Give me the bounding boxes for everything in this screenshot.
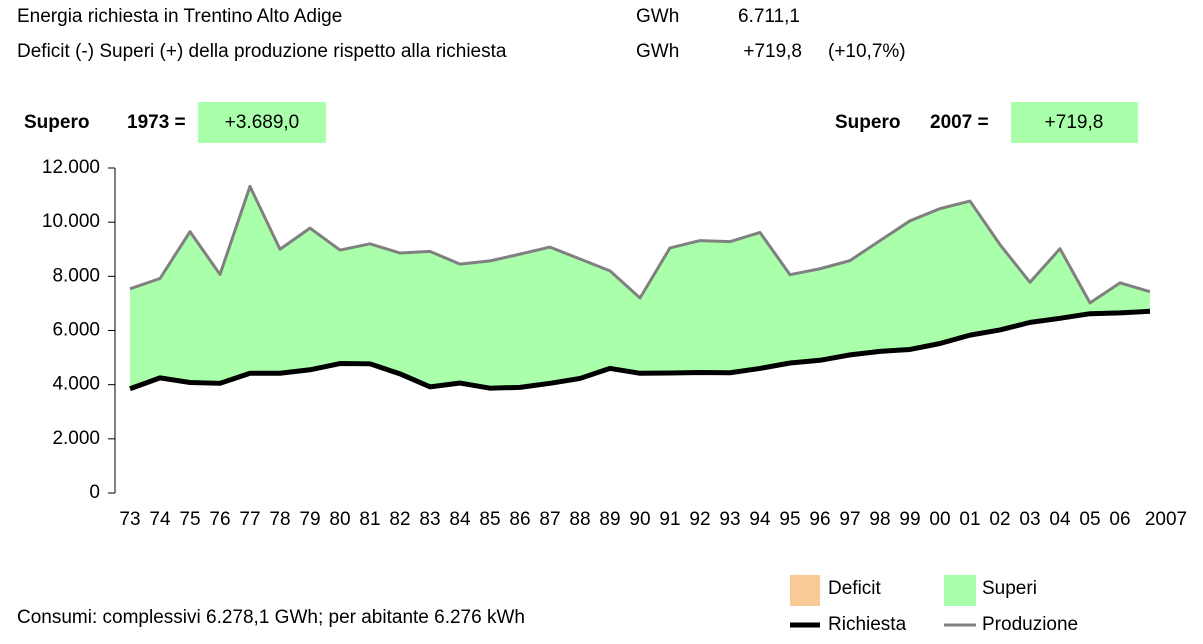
x-tick-label: 05	[1079, 509, 1100, 530]
x-tick-label: 80	[329, 509, 350, 530]
x-tick-label: 94	[749, 509, 771, 530]
annotation-box	[1011, 102, 1138, 143]
x-tick-label: 95	[779, 509, 800, 530]
header-percent: (+10,7%)	[828, 41, 906, 62]
y-tick-label: 12.000	[42, 157, 100, 178]
y-tick-label: 10.000	[42, 211, 100, 232]
legend-label: Deficit	[828, 578, 882, 599]
x-tick-label: 00	[929, 509, 950, 530]
x-tick-label: 89	[599, 509, 620, 530]
x-tick-label: 01	[959, 509, 980, 530]
x-tick-label: 74	[149, 509, 171, 530]
legend-swatch	[944, 575, 976, 606]
x-tick-label: 75	[179, 509, 200, 530]
annotation-label: Supero	[835, 112, 900, 133]
header-value: +719,8	[743, 41, 802, 62]
x-tick-label: 81	[359, 509, 380, 530]
x-tick-label: 98	[869, 509, 890, 530]
x-tick-label: 83	[419, 509, 440, 530]
x-tick-label: 06	[1109, 509, 1130, 530]
x-tick-label: 78	[269, 509, 290, 530]
legend-label: Produzione	[982, 614, 1078, 635]
y-tick-label: 0	[89, 482, 100, 503]
x-tick-label: 76	[209, 509, 230, 530]
annotation-year: 1973 =	[127, 112, 186, 133]
series-line	[129, 308, 1151, 392]
x-tick-label: 04	[1049, 509, 1071, 530]
header-label: Energia richiesta in Trentino Alto Adige	[17, 6, 342, 27]
header-unit: GWh	[636, 6, 679, 27]
series-line	[129, 184, 1151, 305]
x-tick-label: 97	[839, 509, 860, 530]
annotation-value: +3.689,0	[225, 112, 300, 133]
x-tick-label: 77	[239, 509, 260, 530]
x-tick-label: 82	[389, 509, 410, 530]
y-tick-label: 8.000	[52, 265, 100, 286]
x-tick-label: 86	[509, 509, 530, 530]
x-tick-label: 96	[809, 509, 830, 530]
surplus-area	[130, 186, 1150, 389]
x-tick-label: 99	[899, 509, 920, 530]
annotation-value: +719,8	[1045, 112, 1104, 133]
legend-label: Superi	[982, 578, 1037, 599]
x-tick-label: 84	[449, 509, 471, 530]
legend-label: Richiesta	[828, 614, 907, 635]
x-tick-label: 85	[479, 509, 500, 530]
y-tick-label: 6.000	[52, 320, 100, 341]
x-tick-label: 90	[629, 509, 650, 530]
x-tick-label: 92	[689, 509, 710, 530]
x-tick-label: 87	[539, 509, 560, 530]
annotation-box	[198, 102, 326, 143]
x-tick-label: 91	[659, 509, 680, 530]
header-value: 6.711,1	[738, 6, 800, 27]
footer: Consumi: complessivi 6.278,1 GWh; per ab…	[17, 607, 525, 628]
x-tick-label: 88	[569, 509, 590, 530]
header-unit: GWh	[636, 41, 679, 62]
x-tick-label: 93	[719, 509, 740, 530]
y-tick-label: 4.000	[52, 374, 100, 395]
legend-swatch	[790, 575, 820, 606]
annotation-label: Supero	[24, 112, 89, 133]
header-label: Deficit (-) Superi (+) della produzione …	[17, 41, 507, 62]
x-tick-label: 79	[299, 509, 320, 530]
x-tick-label: 02	[989, 509, 1010, 530]
x-tick-label: 2007	[1145, 509, 1187, 530]
x-tick-label: 03	[1019, 509, 1040, 530]
annotation-year: 2007 =	[930, 112, 989, 133]
y-tick-label: 2.000	[52, 428, 100, 449]
x-tick-label: 73	[119, 509, 140, 530]
